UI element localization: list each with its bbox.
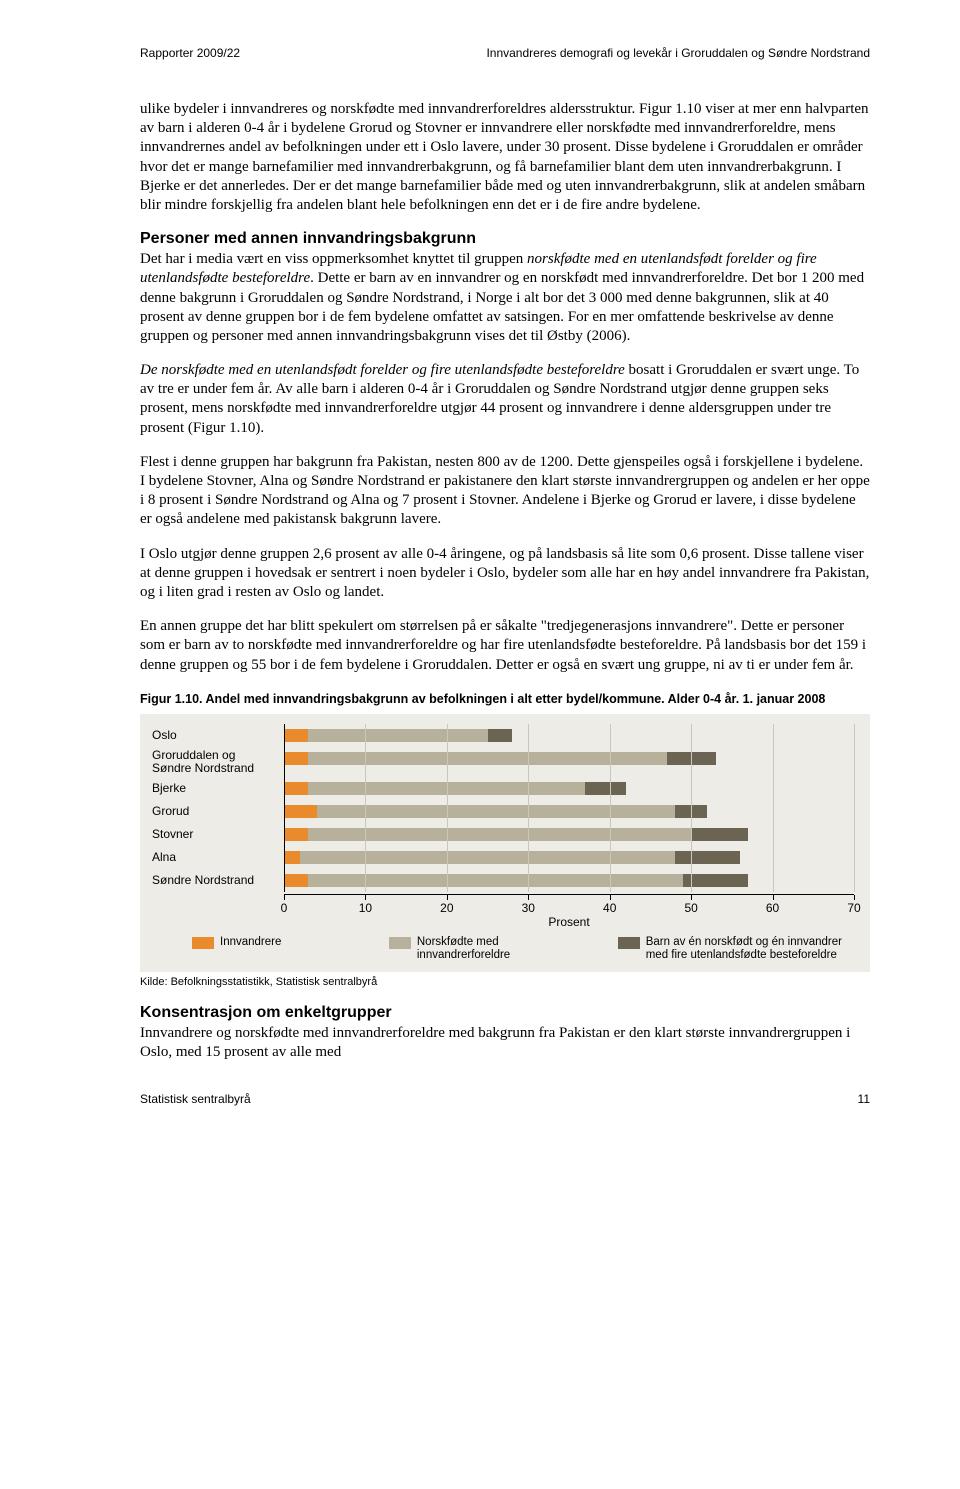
legend-item: Innvandrere <box>192 936 281 962</box>
paragraph-1: ulike bydeler i innvandreres og norskfød… <box>140 100 870 215</box>
chart-tick-label: 10 <box>359 901 372 915</box>
chart-bar-track <box>284 846 854 869</box>
chart-row: Bjerke <box>152 777 854 800</box>
chart-bar-segment <box>308 729 487 742</box>
chart-bar-track <box>284 747 854 777</box>
legend-swatch <box>389 937 411 949</box>
legend-swatch <box>192 937 214 949</box>
chart-bar <box>284 752 854 765</box>
chart-bar-segment <box>284 782 308 795</box>
legend-swatch <box>618 937 640 949</box>
chart-bar-track <box>284 823 854 846</box>
chart-category-label: Stovner <box>152 828 284 841</box>
header-right: Innvandreres demografi og levekår i Gror… <box>486 46 870 60</box>
paragraph-5: I Oslo utgjør denne gruppen 2,6 prosent … <box>140 545 870 603</box>
chart-x-axis: 010203040506070Prosent <box>152 894 854 928</box>
paragraph-2: Det har i media vært en viss oppmerksomh… <box>140 250 870 346</box>
chart-bar <box>284 874 854 887</box>
chart-bar-segment <box>683 874 748 887</box>
legend-item: Barn av én norskfødt og én innvandrermed… <box>618 936 842 962</box>
chart-tick-label: 70 <box>847 901 860 915</box>
legend-label: Norskfødte medinnvandrerforeldre <box>417 936 510 962</box>
chart-bar-segment <box>675 805 708 818</box>
chart-bar-track <box>284 777 854 800</box>
chart-bar-segment <box>585 782 626 795</box>
chart-row: Søndre Nordstrand <box>152 869 854 892</box>
chart-bar-track <box>284 724 854 747</box>
chart-category-label: Groruddalen ogSøndre Nordstrand <box>152 749 284 774</box>
chart-bar-segment <box>300 851 675 864</box>
chart-tick-label: 30 <box>522 901 535 915</box>
chart-bar-track <box>284 800 854 823</box>
legend-label: Innvandrere <box>220 936 281 949</box>
chart-bar-segment <box>675 851 740 864</box>
chart-tick-label: 20 <box>440 901 453 915</box>
subsection-text: Innvandrere og norskfødte med innvandrer… <box>140 1024 870 1062</box>
footer-page-number: 11 <box>858 1092 870 1106</box>
figure-caption: Figur 1.10. Andel med innvandringsbakgru… <box>140 691 870 708</box>
page-header: Rapporter 2009/22 Innvandreres demografi… <box>140 46 870 60</box>
chart-category-label: Bjerke <box>152 782 284 795</box>
chart-bar-segment <box>691 828 748 841</box>
section-heading-personer: Personer med annen innvandringsbakgrunn <box>140 230 870 248</box>
chart-bar-segment <box>284 805 317 818</box>
footer-left: Statistisk sentralbyrå <box>140 1092 251 1106</box>
chart: Oslo Groruddalen ogSøndre Nordstrand Bjerk… <box>140 714 870 972</box>
chart-bar-segment <box>284 851 300 864</box>
chart-bar-segment <box>308 874 683 887</box>
chart-bar-segment <box>284 874 308 887</box>
chart-bar <box>284 782 854 795</box>
chart-bar <box>284 729 854 742</box>
chart-bar-segment <box>667 752 716 765</box>
chart-category-label: Oslo <box>152 729 284 742</box>
chart-bar-segment <box>308 752 666 765</box>
chart-bar <box>284 805 854 818</box>
chart-legend: Innvandrere Norskfødte medinnvandrerforel… <box>152 936 854 962</box>
chart-row: Grorud <box>152 800 854 823</box>
chart-bar <box>284 851 854 864</box>
legend-item: Norskfødte medinnvandrerforeldre <box>389 936 510 962</box>
chart-bar <box>284 828 854 841</box>
chart-row: Alna <box>152 846 854 869</box>
chart-tick-label: 60 <box>766 901 779 915</box>
chart-bar-segment <box>284 729 308 742</box>
paragraph-6: En annen gruppe det har blitt spekulert … <box>140 617 870 675</box>
chart-source: Kilde: Befolkningsstatistikk, Statistisk… <box>140 976 870 988</box>
chart-bar-track <box>284 869 854 892</box>
page-footer: Statistisk sentralbyrå 11 <box>140 1092 870 1106</box>
chart-bar-segment <box>308 828 691 841</box>
chart-plot: Oslo Groruddalen ogSøndre Nordstrand Bjerk… <box>152 724 854 892</box>
chart-bar-segment <box>317 805 675 818</box>
header-left: Rapporter 2009/22 <box>140 46 240 60</box>
chart-row: Groruddalen ogSøndre Nordstrand <box>152 747 854 777</box>
page: Rapporter 2009/22 Innvandreres demografi… <box>0 0 960 1134</box>
chart-bar-segment <box>284 828 308 841</box>
subsection-heading-konsentrasjon: Konsentrasjon om enkeltgrupper <box>140 1004 870 1022</box>
chart-tick-label: 40 <box>603 901 616 915</box>
chart-bar-segment <box>488 729 512 742</box>
chart-category-label: Søndre Nordstrand <box>152 874 284 887</box>
chart-category-label: Alna <box>152 851 284 864</box>
paragraph-4: Flest i denne gruppen har bakgrunn fra P… <box>140 453 870 530</box>
chart-row: Oslo <box>152 724 854 747</box>
legend-label: Barn av én norskfødt og én innvandrermed… <box>646 936 842 962</box>
paragraph-3: De norskfødte med en utenlandsfødt forel… <box>140 361 870 438</box>
chart-axis-title: Prosent <box>548 915 589 929</box>
chart-bar-segment <box>284 752 308 765</box>
chart-category-label: Grorud <box>152 805 284 818</box>
chart-tick-label: 0 <box>281 901 288 915</box>
body-text: ulike bydeler i innvandreres og norskfød… <box>140 100 870 675</box>
chart-bar-segment <box>308 782 585 795</box>
chart-tick-label: 50 <box>684 901 697 915</box>
chart-row: Stovner <box>152 823 854 846</box>
